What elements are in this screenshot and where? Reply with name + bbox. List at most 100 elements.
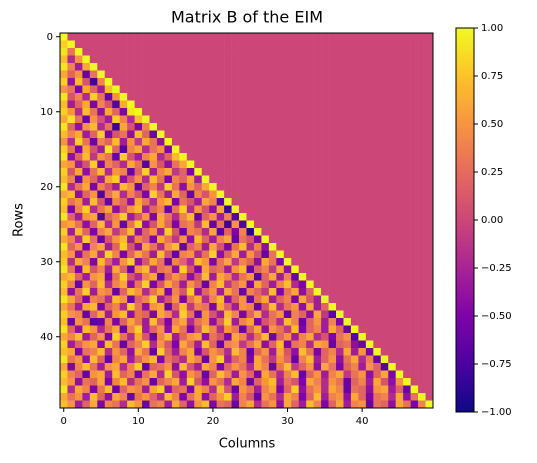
heatmap-cell	[74, 303, 83, 311]
heatmap-cell	[410, 385, 419, 394]
heatmap-cell	[216, 228, 225, 236]
heatmap-cell	[418, 183, 426, 191]
heatmap-cell	[134, 325, 143, 334]
heatmap-cell	[82, 235, 91, 244]
heatmap-cell	[134, 235, 143, 244]
heatmap-cell	[224, 400, 232, 409]
heatmap-cell	[97, 385, 106, 394]
heatmap-cell	[74, 123, 83, 131]
heatmap-cell	[224, 340, 232, 349]
heatmap-cell	[246, 355, 255, 364]
heatmap-cell	[425, 138, 434, 146]
heatmap-cell	[97, 325, 106, 334]
heatmap-cell	[365, 400, 374, 409]
heatmap-cell	[194, 370, 203, 379]
heatmap-cell	[82, 228, 91, 236]
heatmap-cell	[186, 325, 195, 334]
heatmap-cell	[127, 273, 135, 281]
heatmap-cell	[343, 378, 352, 386]
heatmap-cell	[418, 138, 426, 146]
heatmap-cell	[216, 108, 225, 116]
heatmap-cell	[231, 235, 240, 244]
heatmap-cell	[261, 310, 270, 319]
heatmap-cell	[253, 235, 262, 244]
heatmap-cell	[134, 243, 143, 251]
heatmap-cell	[380, 175, 389, 184]
heatmap-cell	[283, 123, 292, 131]
heatmap-cell	[246, 280, 255, 289]
heatmap-cell	[373, 55, 382, 64]
heatmap-cell	[89, 355, 98, 364]
heatmap-cell	[336, 310, 344, 319]
heatmap-cell	[194, 325, 203, 334]
heatmap-cell	[97, 310, 106, 319]
heatmap-cell	[395, 48, 404, 56]
heatmap-cell	[388, 325, 396, 334]
heatmap-cell	[186, 55, 195, 64]
heatmap-cell	[298, 123, 307, 131]
heatmap-cell	[253, 378, 262, 386]
heatmap-cell	[246, 235, 255, 244]
heatmap-cell	[373, 265, 382, 274]
heatmap-cell	[89, 145, 98, 154]
heatmap-cell	[74, 78, 83, 86]
heatmap-cell	[418, 85, 426, 94]
heatmap-cell	[60, 333, 68, 341]
heatmap-cell	[313, 243, 322, 251]
heatmap-cell	[231, 205, 240, 214]
heatmap-cell	[224, 235, 232, 244]
heatmap-cell	[336, 325, 344, 334]
heatmap-cell	[179, 198, 188, 206]
heatmap-cell	[194, 273, 203, 281]
heatmap-cell	[306, 228, 314, 236]
heatmap-cell	[201, 393, 210, 401]
heatmap-cell	[268, 385, 277, 394]
heatmap-cell	[336, 100, 344, 109]
heatmap-cell	[194, 205, 203, 214]
heatmap-cell	[358, 115, 367, 124]
heatmap-cell	[156, 190, 165, 199]
heatmap-cell	[112, 115, 120, 124]
heatmap-cell	[403, 318, 411, 326]
heatmap-cell	[164, 205, 173, 214]
heatmap-cell	[343, 40, 352, 49]
heatmap-cell	[313, 160, 322, 169]
heatmap-cell	[298, 48, 307, 56]
heatmap-cell	[350, 130, 359, 139]
heatmap-cell	[119, 243, 128, 251]
heatmap-cell	[246, 168, 255, 176]
heatmap-cell	[395, 85, 404, 94]
heatmap-cell	[395, 93, 404, 101]
heatmap-cell	[343, 145, 352, 154]
heatmap-cell	[350, 55, 359, 64]
heatmap-cell	[321, 183, 329, 191]
heatmap-cell	[60, 190, 68, 199]
heatmap-cell	[283, 378, 292, 386]
heatmap-cell	[134, 33, 143, 41]
heatmap-cell	[186, 318, 195, 326]
heatmap-cell	[425, 235, 434, 244]
heatmap-cell	[246, 243, 255, 251]
heatmap-cell	[119, 265, 128, 274]
heatmap-cell	[142, 318, 150, 326]
heatmap-cell	[239, 250, 247, 259]
heatmap-cell	[149, 138, 158, 146]
heatmap-cell	[216, 250, 225, 259]
heatmap-cell	[418, 288, 426, 296]
heatmap-cell	[194, 228, 203, 236]
heatmap-cell	[283, 93, 292, 101]
heatmap-cell	[239, 288, 247, 296]
heatmap-cell	[216, 198, 225, 206]
heatmap-cell	[358, 303, 367, 311]
heatmap-cell	[134, 153, 143, 161]
heatmap-cell	[291, 130, 300, 139]
heatmap-cell	[209, 93, 217, 101]
heatmap-cell	[306, 250, 314, 259]
heatmap-cell	[388, 78, 396, 86]
heatmap-cell	[403, 130, 411, 139]
heatmap-cell	[313, 40, 322, 49]
heatmap-cell	[268, 333, 277, 341]
heatmap-cell	[343, 303, 352, 311]
heatmap-cell	[209, 33, 217, 41]
heatmap-cell	[194, 258, 203, 266]
